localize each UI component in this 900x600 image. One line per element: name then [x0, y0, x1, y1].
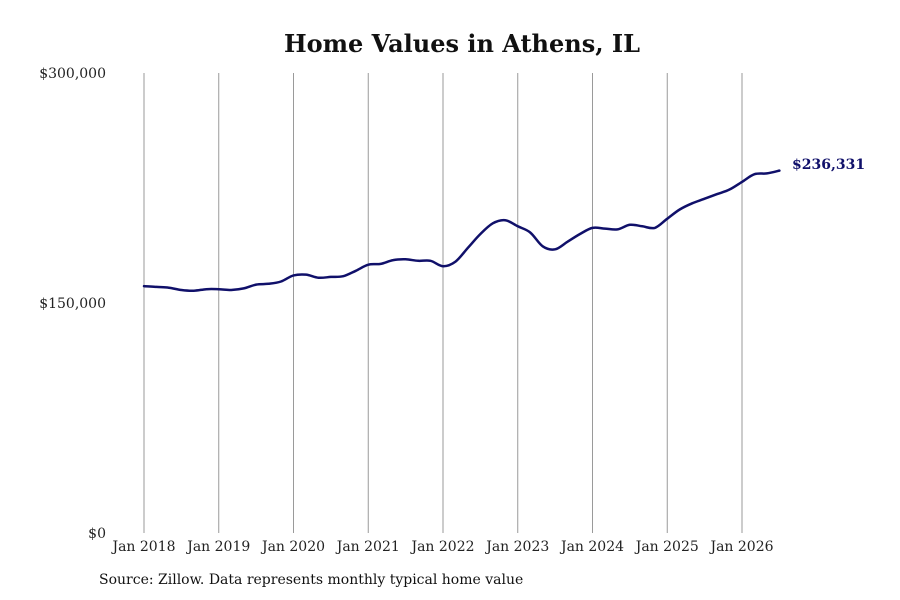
- y-tick-label: $150,000: [39, 296, 106, 312]
- chart-title: Home Values in Athens, IL: [284, 29, 640, 58]
- x-tick-label: Jan 2024: [559, 539, 624, 555]
- x-tick-label: Jan 2026: [708, 539, 773, 555]
- x-tick-label: Jan 2022: [409, 539, 474, 555]
- x-tick-label: Jan 2021: [335, 539, 400, 555]
- series-layer: [142, 169, 781, 292]
- y-tick-label: $0: [88, 526, 106, 542]
- source-note: Source: Zillow. Data represents monthly …: [99, 572, 524, 588]
- x-tick-label: Jan 2020: [260, 539, 325, 555]
- x-tick-label: Jan 2025: [634, 539, 699, 555]
- x-tick-label: Jan 2019: [185, 539, 250, 555]
- y-axis-ticks: $0 $150,000 $300,000: [39, 66, 106, 542]
- end-value-label: $236,331: [792, 157, 865, 173]
- x-tick-label: Jan 2018: [110, 539, 175, 555]
- series-line: [142, 169, 781, 292]
- x-tick-label: Jan 2023: [484, 539, 549, 555]
- grid-lines: [143, 73, 743, 533]
- x-axis-ticks: Jan 2018 Jan 2019 Jan 2020 Jan 2021 Jan 2022…: [110, 539, 773, 555]
- y-tick-label: $300,000: [39, 66, 106, 82]
